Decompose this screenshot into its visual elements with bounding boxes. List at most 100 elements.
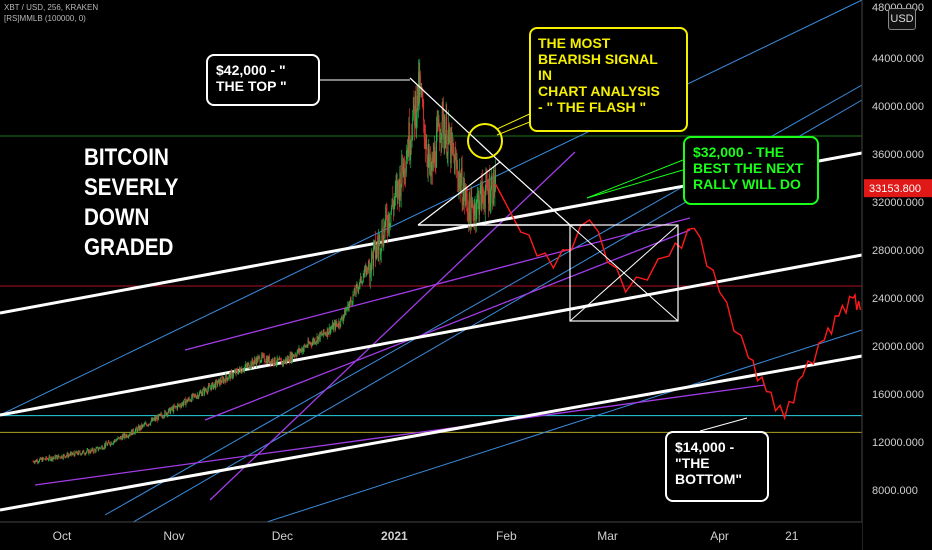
- candle-body: [342, 317, 344, 321]
- candle-body: [100, 446, 102, 449]
- candle-body: [492, 201, 494, 204]
- time-axis: Oct Nov Dec 2021 Feb Mar Apr 21: [0, 521, 862, 550]
- candle-body: [254, 359, 256, 362]
- callout-line: CHART ANALYSIS: [538, 83, 660, 99]
- candle-body: [392, 199, 394, 205]
- time-tick-label: Dec: [272, 529, 293, 543]
- candle-body: [36, 460, 38, 462]
- candle-body: [264, 361, 266, 363]
- candle-body: [299, 350, 301, 352]
- candle-body: [455, 157, 457, 167]
- headline-line: GRADED: [84, 234, 174, 261]
- candle-body: [146, 425, 148, 427]
- candle-body: [311, 344, 313, 346]
- flash-diagonal: [499, 161, 571, 226]
- candle-body: [121, 437, 123, 440]
- candle-body: [34, 461, 36, 463]
- candle-body: [462, 191, 464, 206]
- candle-body: [424, 138, 426, 141]
- candle-body: [482, 182, 484, 195]
- candle-body: [204, 388, 206, 391]
- candle-body: [407, 147, 409, 156]
- candle-body: [263, 355, 265, 362]
- candle-body: [331, 327, 333, 329]
- candle-body: [293, 355, 295, 357]
- candle-body: [136, 427, 137, 429]
- candle-body: [331, 323, 333, 328]
- candle-body: [189, 399, 191, 401]
- candle-body: [452, 143, 453, 145]
- price-tick-label: 28000.000: [872, 245, 924, 257]
- candle-body: [355, 293, 356, 295]
- time-tick-label: Feb: [496, 529, 517, 543]
- candle-body: [330, 329, 331, 334]
- candle-body: [151, 419, 153, 422]
- candle-body: [141, 424, 143, 429]
- candle-body: [112, 441, 114, 444]
- candle-body: [452, 143, 454, 153]
- candle-body: [446, 116, 448, 156]
- candle-body: [394, 186, 396, 198]
- candle-body: [77, 453, 79, 455]
- candle-body: [281, 362, 283, 365]
- candle-body: [339, 325, 341, 327]
- candle-body: [174, 406, 176, 407]
- candle-body: [116, 439, 118, 441]
- candle-body: [454, 154, 456, 174]
- candle-body: [351, 300, 353, 304]
- candle-body: [288, 361, 290, 363]
- candle-body: [432, 157, 434, 171]
- candle-body: [344, 308, 346, 316]
- candle-body: [57, 455, 58, 459]
- candle-body: [55, 455, 57, 459]
- candle-body: [177, 404, 179, 406]
- candle-body: [62, 454, 64, 459]
- candle-body: [267, 357, 268, 364]
- candle-body: [98, 449, 100, 450]
- candle-body: [315, 342, 317, 344]
- candle-body: [240, 372, 242, 374]
- candle-body: [374, 240, 376, 243]
- candle-body: [269, 356, 270, 363]
- candle-body: [484, 191, 486, 209]
- headline-line: SEVERLY: [84, 174, 179, 201]
- candle-body: [160, 413, 162, 415]
- headline: BITCOIN SEVERLY DOWN GRADED: [84, 143, 178, 263]
- time-tick-label: Apr: [710, 529, 729, 543]
- headline-line: BITCOIN: [84, 144, 169, 171]
- candle-body: [365, 266, 367, 276]
- candle-body: [468, 213, 470, 224]
- candle-body: [272, 359, 274, 364]
- candle-body: [193, 394, 195, 395]
- candle-body: [79, 451, 81, 454]
- candle-body: [195, 396, 197, 399]
- candle-body: [153, 419, 155, 421]
- callout-line: RALLY WILL DO: [693, 176, 801, 192]
- candle-body: [255, 361, 257, 365]
- flash-circle: [467, 123, 503, 159]
- candle-body: [368, 262, 370, 264]
- candle-body: [355, 285, 357, 294]
- candle-body: [485, 175, 487, 192]
- candle-body: [54, 455, 56, 458]
- candle-body: [350, 298, 352, 301]
- candle-body: [235, 369, 237, 374]
- candle-body: [236, 369, 238, 370]
- candle-body: [477, 195, 479, 197]
- candle-body: [437, 118, 439, 125]
- candle-body: [464, 196, 466, 202]
- currency-badge[interactable]: USD: [888, 8, 916, 30]
- candle-body: [157, 416, 159, 421]
- candle-body: [216, 380, 218, 386]
- price-axis-background: [862, 0, 932, 550]
- candle-body: [204, 388, 206, 394]
- candle-body: [245, 364, 247, 366]
- candle-body: [490, 185, 492, 203]
- candle-body: [251, 362, 252, 367]
- candle-body: [161, 415, 163, 418]
- candle-body: [173, 405, 175, 412]
- candle-body: [157, 414, 159, 421]
- candle-body: [473, 213, 475, 221]
- candle-body: [302, 348, 304, 352]
